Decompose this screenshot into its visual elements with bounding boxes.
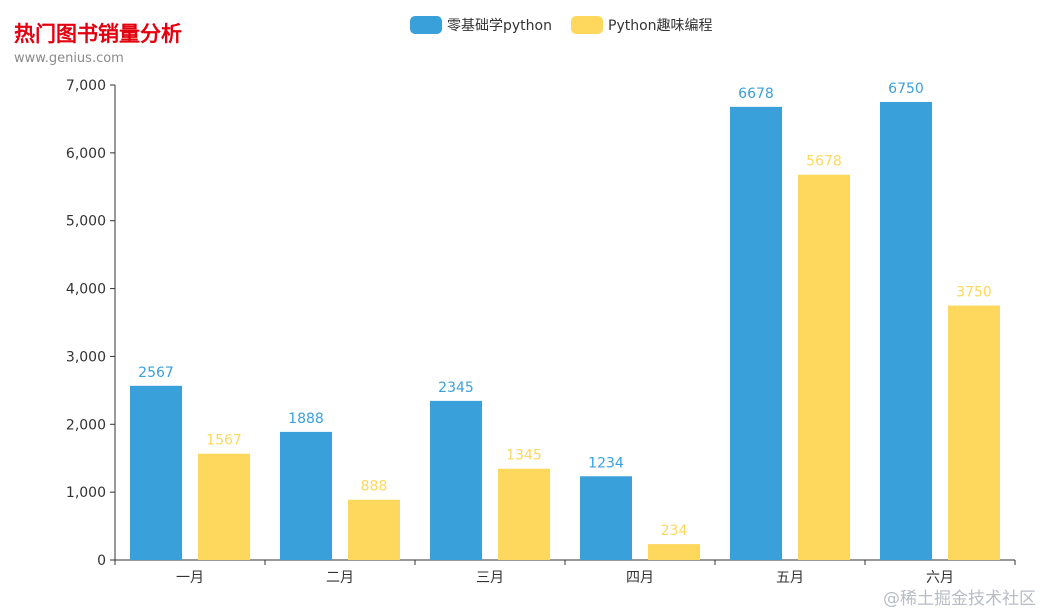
x-tick-label: 四月 bbox=[626, 570, 654, 586]
bar-series2 bbox=[198, 453, 250, 560]
bar-series2 bbox=[348, 499, 400, 560]
x-tick-label: 三月 bbox=[476, 570, 504, 586]
legend-item-1[interactable]: 零基础学python bbox=[410, 16, 552, 34]
y-tick-label: 2,000 bbox=[66, 417, 106, 433]
data-label: 2345 bbox=[438, 380, 474, 396]
bar-series2 bbox=[798, 174, 850, 560]
y-tick-label: 0 bbox=[97, 553, 106, 569]
bar-series2 bbox=[498, 468, 550, 560]
data-label: 888 bbox=[361, 479, 388, 495]
data-label: 6750 bbox=[888, 81, 924, 97]
watermark: @稀土掘金技术社区 bbox=[883, 589, 1036, 609]
legend-label: Python趣味编程 bbox=[608, 18, 713, 34]
bar-series1 bbox=[880, 101, 932, 560]
data-label: 1888 bbox=[288, 411, 324, 427]
bar-series2 bbox=[948, 305, 1000, 560]
bar-series1 bbox=[730, 106, 782, 560]
bar-series1 bbox=[280, 431, 332, 560]
y-tick-label: 4,000 bbox=[66, 282, 106, 298]
y-tick-label: 1,000 bbox=[66, 485, 106, 501]
data-label: 1567 bbox=[206, 433, 242, 449]
x-tick-label: 六月 bbox=[926, 570, 954, 586]
data-labels: 2567 1888 2345 1234 6678 6750 1567 888 1345 234 56… bbox=[138, 81, 992, 539]
x-tick-label: 五月 bbox=[776, 570, 804, 586]
axes: 0 1,000 2,000 3,000 4,000 5,000 6,000 7,000 一月 二月… bbox=[66, 78, 1016, 586]
data-label: 1234 bbox=[588, 455, 624, 471]
x-tick-label: 一月 bbox=[176, 570, 204, 586]
legend-item-2[interactable]: Python趣味编程 bbox=[571, 16, 713, 34]
legend[interactable]: 零基础学python Python趣味编程 bbox=[410, 16, 713, 34]
y-tick-label: 5,000 bbox=[66, 214, 106, 230]
data-label: 3750 bbox=[956, 285, 992, 301]
data-label: 6678 bbox=[738, 86, 774, 102]
bars bbox=[130, 101, 1000, 560]
data-label: 234 bbox=[661, 523, 688, 539]
legend-swatch bbox=[410, 16, 442, 34]
bar-series1 bbox=[430, 400, 482, 560]
y-tick-label: 3,000 bbox=[66, 349, 106, 365]
chart-subtitle: www.genius.com bbox=[14, 51, 124, 66]
data-label: 5678 bbox=[806, 154, 842, 170]
data-label: 2567 bbox=[138, 365, 174, 381]
data-label: 1345 bbox=[506, 448, 542, 464]
legend-swatch bbox=[571, 16, 603, 34]
legend-label: 零基础学python bbox=[447, 17, 552, 34]
bar-series2 bbox=[648, 544, 700, 560]
x-tick-label: 二月 bbox=[326, 570, 354, 586]
y-tick-label: 7,000 bbox=[66, 78, 106, 94]
chart-title: 热门图书销量分析 bbox=[14, 22, 182, 46]
bar-series1 bbox=[130, 385, 182, 560]
y-tick-label: 6,000 bbox=[66, 146, 106, 162]
bar-series1 bbox=[580, 476, 632, 560]
